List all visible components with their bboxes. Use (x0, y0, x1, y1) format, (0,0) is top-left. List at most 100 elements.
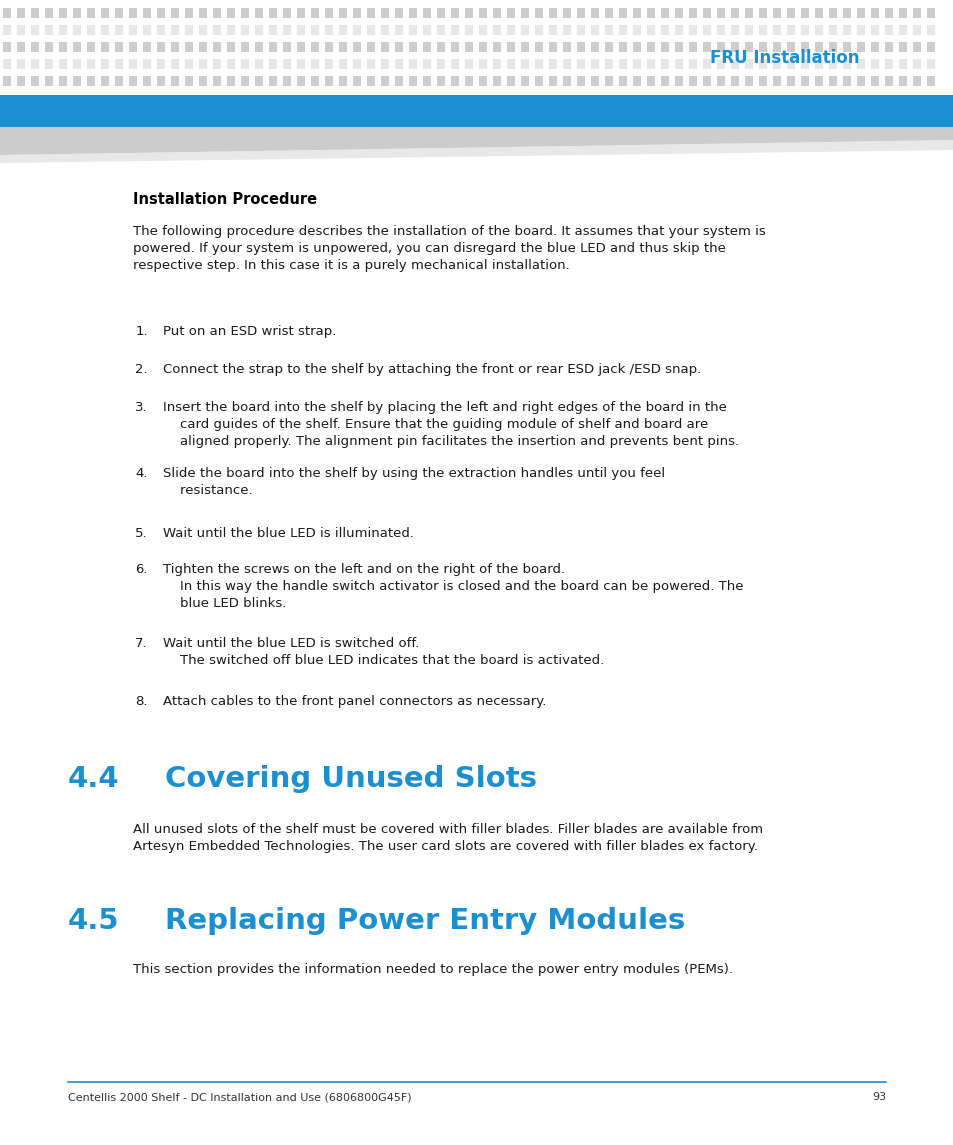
Bar (493, 25, 500, 35)
Bar (548, 25, 557, 35)
Bar (143, 60, 151, 69)
Polygon shape (0, 140, 953, 163)
Bar (254, 42, 263, 52)
Bar (283, 25, 291, 35)
Bar (129, 8, 137, 18)
Text: 2.: 2. (135, 363, 148, 376)
Polygon shape (0, 127, 953, 155)
Bar (213, 42, 221, 52)
Bar (3, 25, 11, 35)
Bar (633, 42, 640, 52)
Bar (367, 60, 375, 69)
Bar (296, 8, 305, 18)
Bar (660, 25, 668, 35)
Bar (506, 25, 515, 35)
Bar (759, 76, 766, 86)
Bar (828, 42, 836, 52)
Bar (478, 25, 486, 35)
Text: This section provides the information needed to replace the power entry modules : This section provides the information ne… (132, 963, 732, 976)
Bar (604, 8, 613, 18)
Bar (786, 42, 794, 52)
Bar (73, 76, 81, 86)
Bar (367, 8, 375, 18)
Bar (3, 76, 11, 86)
Bar (3, 8, 11, 18)
Bar (856, 25, 864, 35)
Bar (675, 25, 682, 35)
Bar (772, 76, 781, 86)
Bar (171, 42, 179, 52)
Bar (856, 42, 864, 52)
Bar (562, 25, 571, 35)
Bar (898, 42, 906, 52)
Bar (296, 60, 305, 69)
Bar (325, 25, 333, 35)
Bar (801, 42, 808, 52)
Bar (870, 60, 878, 69)
Bar (353, 42, 360, 52)
Bar (157, 25, 165, 35)
Bar (870, 42, 878, 52)
Bar (464, 8, 473, 18)
Bar (73, 25, 81, 35)
Bar (311, 8, 318, 18)
Bar (129, 25, 137, 35)
Text: Installation Procedure: Installation Procedure (132, 192, 316, 207)
Bar (171, 8, 179, 18)
Bar (744, 60, 752, 69)
Bar (730, 8, 739, 18)
Bar (493, 42, 500, 52)
Bar (506, 60, 515, 69)
Bar (451, 8, 458, 18)
Bar (898, 25, 906, 35)
Bar (409, 8, 416, 18)
Bar (660, 8, 668, 18)
Bar (744, 8, 752, 18)
Bar (157, 8, 165, 18)
Bar (367, 25, 375, 35)
Bar (185, 76, 193, 86)
Bar (842, 42, 850, 52)
Bar (311, 60, 318, 69)
Bar (814, 25, 822, 35)
Bar (241, 25, 249, 35)
Bar (0, 95, 953, 127)
Bar (577, 25, 584, 35)
Bar (717, 25, 724, 35)
Bar (101, 25, 109, 35)
Bar (17, 25, 25, 35)
Bar (618, 8, 626, 18)
Bar (926, 42, 934, 52)
Bar (227, 42, 234, 52)
Bar (296, 42, 305, 52)
Bar (926, 60, 934, 69)
Bar (590, 42, 598, 52)
Bar (171, 25, 179, 35)
Bar (478, 42, 486, 52)
Bar (633, 8, 640, 18)
Bar (87, 76, 95, 86)
Bar (269, 42, 276, 52)
Bar (801, 8, 808, 18)
Bar (898, 8, 906, 18)
Bar (604, 42, 613, 52)
Bar (199, 76, 207, 86)
Bar (884, 76, 892, 86)
Bar (325, 42, 333, 52)
Bar (227, 8, 234, 18)
Bar (842, 25, 850, 35)
Bar (30, 76, 39, 86)
Bar (520, 76, 529, 86)
Bar (269, 25, 276, 35)
Bar (101, 60, 109, 69)
Bar (436, 42, 444, 52)
Bar (926, 76, 934, 86)
Bar (604, 60, 613, 69)
Bar (254, 8, 263, 18)
Bar (395, 8, 402, 18)
Bar (436, 8, 444, 18)
Text: Attach cables to the front panel connectors as necessary.: Attach cables to the front panel connect… (163, 695, 546, 708)
Bar (395, 76, 402, 86)
Bar (675, 42, 682, 52)
Bar (409, 42, 416, 52)
